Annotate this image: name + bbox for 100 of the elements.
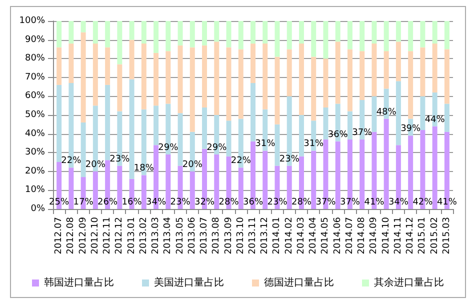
x-tick-label: 2014.05 (320, 217, 331, 254)
x-tick-label: 2014.08 (357, 216, 368, 254)
x-tick-label: 2014.04 (308, 216, 319, 254)
x-tick-label: 2012.09 (78, 216, 88, 254)
x-tick-label: 2014.02 (284, 217, 294, 254)
bar (335, 21, 340, 42)
x-tick-label: 2014.06 (332, 216, 343, 254)
bar (408, 51, 414, 119)
bar (311, 21, 316, 57)
bar (92, 21, 98, 44)
data-label: 37% (352, 128, 373, 138)
bar (166, 51, 171, 104)
x-tick-label: 2012.12 (114, 217, 125, 254)
bar (238, 21, 244, 50)
bar (129, 21, 134, 40)
bar (347, 21, 352, 50)
bar (56, 47, 62, 85)
data-label: 18% (134, 164, 154, 174)
x-tick-label: 2013.06 (187, 216, 198, 254)
bar (250, 21, 256, 44)
bar (420, 96, 426, 130)
bar (141, 21, 146, 44)
bar (154, 21, 159, 53)
bar (166, 21, 171, 52)
bar (444, 21, 450, 50)
bar (360, 21, 365, 52)
x-tick-label: 2014.12 (406, 217, 416, 254)
bar (226, 47, 232, 121)
bar (202, 21, 208, 46)
data-label: 44% (424, 114, 446, 125)
legend-label: 其余进口量占比 (374, 276, 444, 288)
bar (396, 21, 401, 42)
data-label: 20% (182, 160, 203, 170)
y-tick-label: 100% (19, 16, 46, 26)
bar (226, 21, 232, 48)
data-label: 22% (230, 156, 252, 166)
bar (311, 56, 316, 121)
bar (432, 44, 438, 92)
bar (298, 44, 304, 115)
bar (298, 21, 304, 44)
data-label: 31% (304, 139, 324, 150)
data-label: 28% (291, 198, 312, 208)
bar (274, 56, 280, 124)
bar (347, 111, 352, 140)
bar (226, 120, 232, 156)
bar (117, 21, 122, 64)
data-label: 22% (61, 156, 82, 166)
bar (298, 115, 304, 156)
bar (92, 44, 98, 106)
x-tick-label: 2014.10 (381, 216, 392, 254)
bar (141, 175, 146, 209)
bar (323, 58, 328, 108)
data-label: 25% (49, 198, 70, 208)
data-label: 16% (122, 198, 142, 208)
bar (250, 44, 256, 84)
bar (286, 49, 292, 96)
bar (396, 81, 401, 146)
data-label: 32% (194, 198, 215, 208)
bar (202, 45, 208, 108)
y-tick-label: 0% (30, 204, 46, 214)
data-label: 36% (328, 130, 348, 140)
y-tick-label: 10% (24, 185, 46, 196)
bar (56, 84, 62, 162)
bar (360, 51, 365, 100)
x-tick-label: 2014.03 (296, 217, 306, 254)
x-tick-label: 2013.10 (236, 216, 246, 254)
bar (80, 21, 86, 32)
bar (202, 107, 208, 149)
bar (80, 32, 86, 123)
x-tick-label: 2015.01 (418, 217, 428, 254)
x-tick-label: 2012.08 (66, 216, 76, 254)
x-tick-label: 2012.07 (54, 217, 64, 254)
x-tick-label: 2013.09 (224, 216, 234, 254)
x-tick-label: 2015.03 (442, 217, 452, 254)
x-tick-label: 2013.01 (126, 217, 137, 254)
data-label: 36% (242, 198, 264, 208)
bar (360, 139, 365, 209)
bar (274, 124, 280, 166)
x-tick-label: 2013.07 (200, 217, 210, 254)
y-tick-label: 20% (24, 166, 46, 176)
bar (335, 42, 340, 104)
bar (178, 45, 183, 114)
x-tick-label: 2013.03 (151, 217, 162, 254)
data-label: 23% (267, 198, 288, 208)
x-tick-label: 2012.10 (90, 216, 100, 254)
bar (214, 154, 220, 209)
y-tick-label: 60% (24, 91, 46, 102)
bar (408, 136, 414, 209)
x-tick-label: 2013.02 (138, 217, 149, 254)
bar (444, 49, 450, 104)
x-tick-label: 2013.04 (163, 216, 174, 254)
bar (105, 47, 110, 85)
bar (372, 96, 377, 132)
bar (372, 21, 377, 44)
bar (190, 47, 195, 132)
bar (178, 113, 183, 166)
data-label: 41% (364, 198, 385, 208)
bar (286, 166, 292, 209)
data-label: 37% (340, 198, 360, 208)
bar (105, 21, 110, 48)
